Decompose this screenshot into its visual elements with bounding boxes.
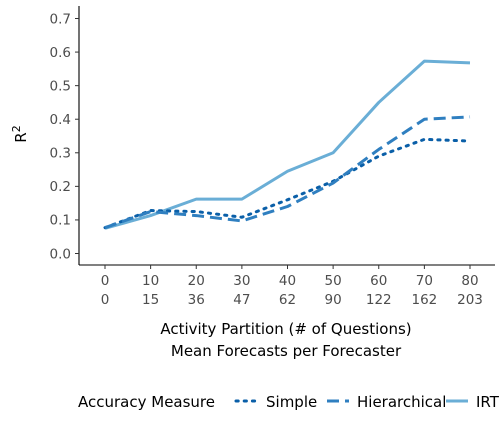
y-tick-label: 0.4 [50,112,71,128]
x-tick-label-second-line: 0 [101,292,110,308]
x-tick-label: 10 [142,273,159,289]
x-tick-label-second-line: 162 [411,292,437,308]
x-tick-label: 60 [370,273,387,289]
legend-label-simple: Simple [266,393,317,411]
x-tick-label: 30 [233,273,250,289]
series-lines [103,59,472,230]
y-tick-label: 0.5 [50,78,71,94]
y-tick-label: 0.6 [50,45,71,61]
x-tick-label-second-line: 47 [233,292,250,308]
x-axis-title-line1: Activity Partition (# of Questions) [160,320,411,338]
legend-label-irt: IRT [476,393,500,411]
x-tick-label: 40 [279,273,296,289]
legend-title: Accuracy Measure [78,393,215,411]
x-tick-label-second-line: 15 [142,292,159,308]
legend: Accuracy Measure Simple Hierarchical IRT [78,393,500,411]
y-axis-title: R2 [10,125,31,142]
y-ticks: 0.0 0.1 0.2 0.3 0.4 0.5 0.6 0.7 [50,11,79,262]
series-line-hierarchical [104,115,471,230]
x-tick-label-second-line: 62 [279,292,296,308]
x-ticks: 0 0 10 15 20 36 30 47 40 62 50 90 60 122 70 162 80 203 [101,265,483,308]
series-line-simple [103,137,472,230]
x-tick-label: 20 [188,273,205,289]
x-tick-label-second-line: 36 [188,292,205,308]
y-tick-label: 0.0 [50,246,71,262]
y-tick-label: 0.7 [50,11,71,27]
x-tick-label-second-line: 122 [366,292,392,308]
y-tick-label: 0.2 [50,179,71,195]
series-line-irt [104,59,471,230]
x-tick-label-second-line: 90 [325,292,342,308]
x-tick-label: 0 [101,273,110,289]
x-axis-title-line2: Mean Forecasts per Forecaster [171,342,402,360]
x-tick-label: 70 [416,273,433,289]
y-tick-label: 0.3 [50,146,71,162]
x-tick-label-second-line: 203 [457,292,483,308]
y-tick-label: 0.1 [50,213,71,229]
x-tick-label: 80 [461,273,478,289]
x-tick-label: 50 [325,273,342,289]
legend-label-hierarchical: Hierarchical [357,393,446,411]
y-axis-title-superscript: 2 [10,125,23,132]
y-axis-title-main: R [12,132,30,142]
